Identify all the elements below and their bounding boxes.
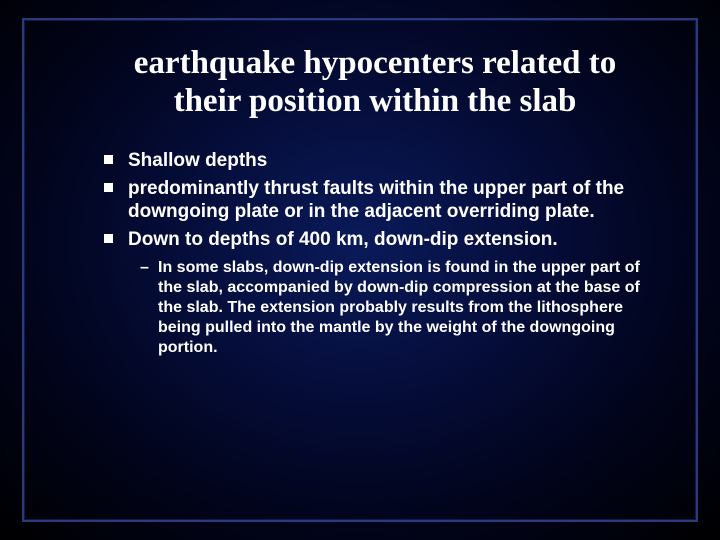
slide-title: earthquake hypocenters related to their …: [100, 45, 650, 121]
sub-bullet-list: In some slabs, down-dip extension is fou…: [128, 258, 650, 358]
bullet-text: Shallow depths: [128, 150, 267, 171]
slide-content: earthquake hypocenters related to their …: [100, 45, 650, 362]
bullet-item: Shallow depths: [128, 149, 650, 173]
bullet-item: Down to depths of 400 km, down-dip exten…: [128, 228, 650, 358]
bullet-item: predominantly thrust faults within the u…: [128, 177, 650, 225]
bullet-text: Down to depths of 400 km, down-dip exten…: [128, 229, 558, 250]
bullet-list: Shallow depths predominantly thrust faul…: [100, 149, 650, 358]
sub-bullet-item: In some slabs, down-dip extension is fou…: [158, 258, 650, 358]
bullet-text: predominantly thrust faults within the u…: [128, 178, 624, 223]
sub-bullet-text: In some slabs, down-dip extension is fou…: [158, 259, 640, 356]
